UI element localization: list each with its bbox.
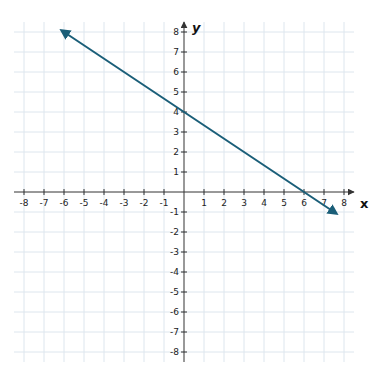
grid-line [144, 22, 145, 362]
x-tick-label: -6 [60, 198, 69, 208]
x-tick-label: 1 [201, 198, 207, 208]
grid-line [64, 22, 65, 362]
x-axis-label: x [360, 196, 369, 211]
x-tick-label: -7 [40, 198, 49, 208]
x-tick [144, 189, 145, 195]
y-tick-label: -2 [170, 227, 179, 237]
x-tick [264, 189, 265, 195]
x-tick [24, 189, 25, 195]
y-tick-label: 7 [173, 47, 179, 57]
y-tick [181, 272, 187, 273]
x-tick-label: 3 [241, 198, 247, 208]
y-tick-label: 2 [173, 147, 179, 157]
grid-line [14, 332, 354, 333]
y-tick-label: -7 [170, 327, 179, 337]
grid-line [14, 92, 354, 93]
grid-line [44, 22, 45, 362]
grid-line [14, 212, 354, 213]
y-tick [181, 252, 187, 253]
y-tick [181, 292, 187, 293]
grid-line [14, 172, 354, 173]
grid-line [164, 22, 165, 362]
y-tick-label: 3 [173, 127, 179, 137]
x-tick [104, 189, 105, 195]
y-tick [181, 232, 187, 233]
y-tick-label: 5 [173, 87, 179, 97]
line [64, 32, 334, 212]
x-tick-label: -2 [140, 198, 149, 208]
grid [14, 22, 354, 362]
grid-line [14, 352, 354, 353]
grid-line [14, 132, 354, 133]
x-tick [324, 189, 325, 195]
grid-line [344, 22, 345, 362]
y-tick [181, 132, 187, 133]
y-tick [181, 92, 187, 93]
grid-line [14, 252, 354, 253]
x-tick-label: -4 [100, 198, 109, 208]
x-tick [244, 189, 245, 195]
y-tick-label: 6 [173, 67, 179, 77]
x-tick [224, 189, 225, 195]
y-tick-label: 1 [173, 167, 179, 177]
y-axis [184, 22, 185, 362]
x-tick-label: -1 [160, 198, 169, 208]
y-tick [181, 172, 187, 173]
grid-line [204, 22, 205, 362]
grid-line [224, 22, 225, 362]
x-tick-label: 8 [341, 198, 347, 208]
grid-line [284, 22, 285, 362]
grid-line [264, 22, 265, 362]
grid-line [14, 52, 354, 53]
x-tick-label: 6 [301, 198, 307, 208]
y-tick [181, 212, 187, 213]
y-tick [181, 52, 187, 53]
y-tick [181, 312, 187, 313]
y-tick [181, 152, 187, 153]
grid-line [14, 232, 354, 233]
y-tick [181, 72, 187, 73]
grid-line [14, 272, 354, 273]
grid-line [244, 22, 245, 362]
y-tick-label: -3 [170, 247, 179, 257]
x-tick-label: 4 [261, 198, 267, 208]
x-tick-label: -5 [80, 198, 89, 208]
grid-line [14, 312, 354, 313]
chart: -8 -7 -6 -5 -4 -3 -2 -1 1 2 3 4 5 6 7 8 -8 -7 -6 -5 -4 -3 -2 -1… [0, 0, 384, 392]
y-tick-label: -4 [170, 267, 179, 277]
x-tick [44, 189, 45, 195]
x-tick-label: 2 [221, 198, 227, 208]
grid-line [104, 22, 105, 362]
x-tick [164, 189, 165, 195]
grid-line [14, 152, 354, 153]
y-tick-label: -6 [170, 307, 179, 317]
grid-line [14, 292, 354, 293]
grid-line [14, 72, 354, 73]
y-tick [181, 352, 187, 353]
grid-line [24, 22, 25, 362]
x-tick [124, 189, 125, 195]
y-tick [181, 332, 187, 333]
y-tick-label: -5 [170, 287, 179, 297]
x-tick [204, 189, 205, 195]
grid-line [84, 22, 85, 362]
x-tick-label: -3 [120, 198, 129, 208]
x-tick [344, 189, 345, 195]
x-tick [64, 189, 65, 195]
x-tick-label: -8 [20, 198, 29, 208]
grid-line [324, 22, 325, 362]
plot-area [64, 32, 334, 212]
y-tick [181, 32, 187, 33]
y-axis-label: y [192, 20, 201, 35]
x-tick [284, 189, 285, 195]
x-tick-label: 5 [281, 198, 287, 208]
y-tick-label: -8 [170, 347, 179, 357]
y-tick-label: 8 [173, 27, 179, 37]
y-tick-label: -1 [170, 207, 179, 217]
x-tick [84, 189, 85, 195]
